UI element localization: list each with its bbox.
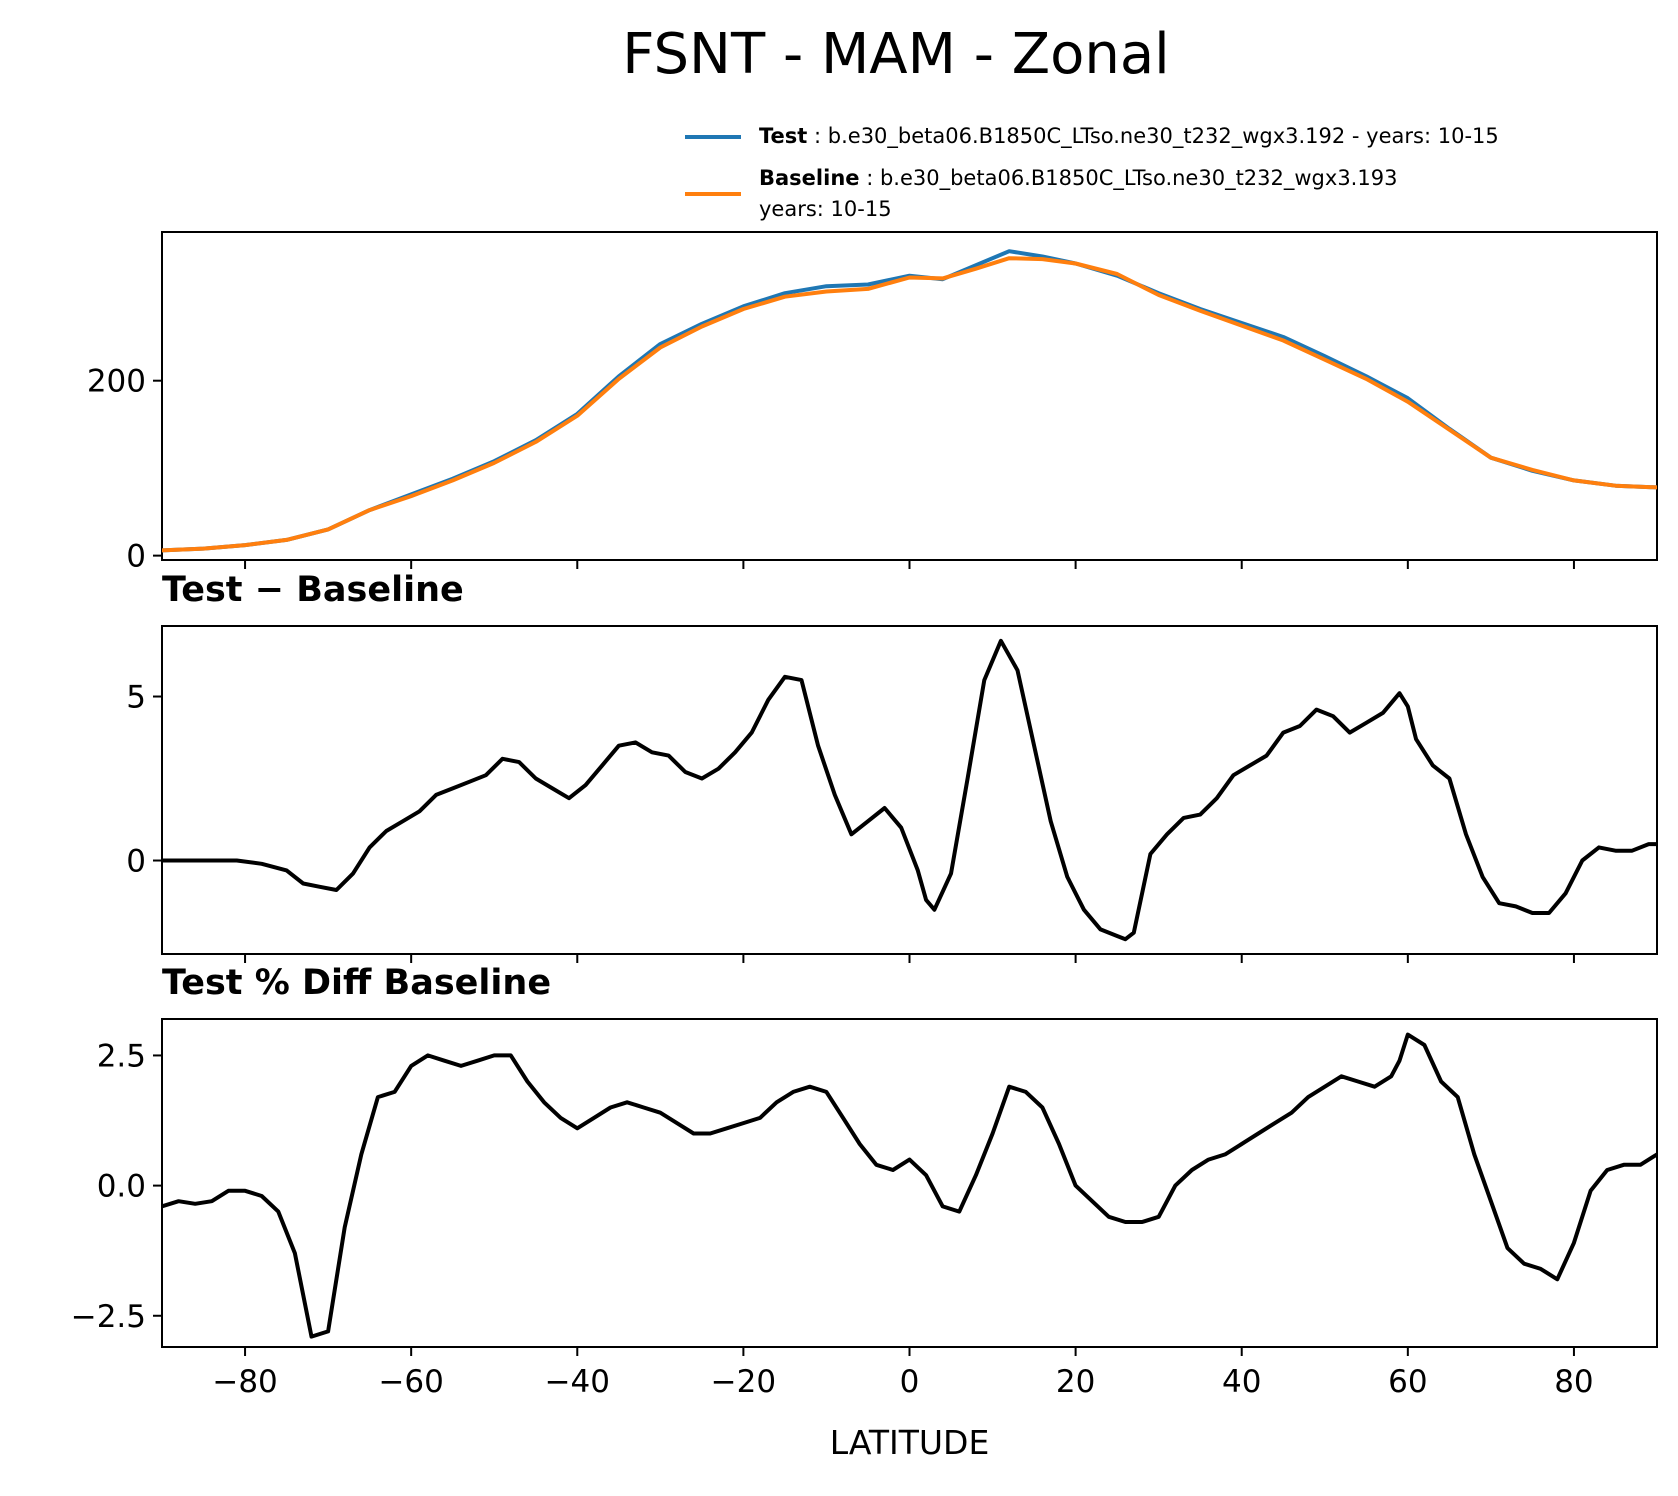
y-tick-label: 2.5 <box>97 1038 146 1074</box>
y-tick-label: 200 <box>87 364 146 400</box>
x-tick-label: −80 <box>212 1364 277 1400</box>
y-tick-label: 0.0 <box>97 1169 146 1205</box>
legend-test-label: Test <box>759 124 807 148</box>
panel-percent-diff: Test % Diff Baseline −2.5 0.0 2.5 −80 −60 −40 −… <box>71 963 1658 1462</box>
panel-title: Test − Baseline <box>162 570 464 610</box>
panel-title: Test % Diff Baseline <box>162 963 551 1003</box>
panel-fsnt: 0 200 <box>87 231 1658 575</box>
series-line-test-baseline <box>162 638 1657 942</box>
legend-test-sep: : <box>807 124 827 148</box>
legend-baseline-label: Baseline <box>759 166 860 190</box>
x-axis-label: LATITUDE <box>830 1423 990 1462</box>
x-tick-label: 40 <box>1222 1364 1261 1400</box>
legend-baseline-desc2: years: 10-15 <box>759 197 892 221</box>
series-line-baseline <box>162 256 1657 553</box>
x-tick-label: 80 <box>1554 1364 1593 1400</box>
figure-title: FSNT - MAM - Zonal <box>622 22 1169 87</box>
y-tick-label: 0 <box>126 539 146 575</box>
legend-baseline-desc: b.e30_beta06.B1850C_LTso.ne30_t232_wgx3.… <box>880 166 1397 191</box>
panel-test-minus-baseline: Test − Baseline 0 5 <box>126 570 1658 963</box>
y-tick-label: 5 <box>126 680 146 716</box>
plot-frame <box>161 1018 1658 1348</box>
x-tick-label: −20 <box>711 1364 776 1400</box>
x-tick-label: −60 <box>378 1364 443 1400</box>
legend: Test : b.e30_beta06.B1850C_LTso.ne30_t23… <box>685 124 1499 221</box>
legend-test-desc: b.e30_beta06.B1850C_LTso.ne30_t232_wgx3.… <box>828 124 1499 149</box>
legend-test-text: Test : b.e30_beta06.B1850C_LTso.ne30_t23… <box>759 124 1499 149</box>
y-tick-label: 0 <box>126 844 146 880</box>
legend-baseline-text: Baseline : b.e30_beta06.B1850C_LTso.ne30… <box>759 166 1397 191</box>
legend-baseline-sep: : <box>860 166 880 190</box>
x-tick-label: 60 <box>1388 1364 1427 1400</box>
y-tick-label: −2.5 <box>71 1299 146 1335</box>
x-tick-label: 0 <box>900 1364 920 1400</box>
x-tick-label: −40 <box>545 1364 610 1400</box>
series-line-test-diff-baseline <box>162 1032 1657 1339</box>
x-tick-label: 20 <box>1056 1364 1095 1400</box>
plot-frame <box>161 231 1658 561</box>
plot-frame <box>161 625 1658 955</box>
